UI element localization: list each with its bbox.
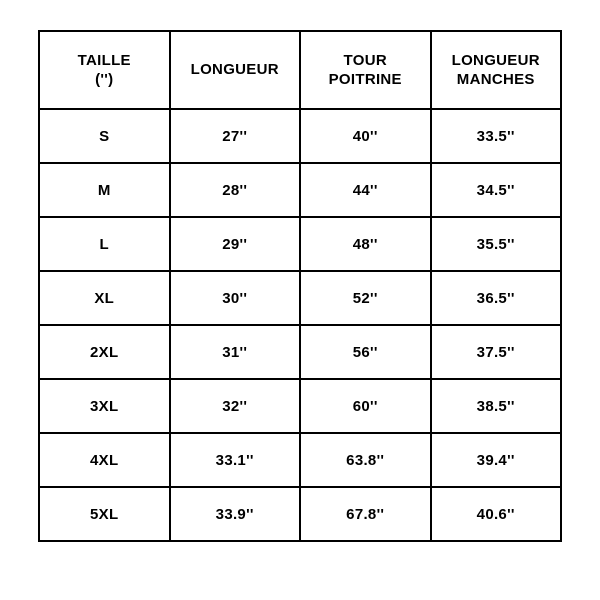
col-header-tour-poitrine: TOUR POITRINE bbox=[300, 31, 431, 109]
cell-longueur-manches: 33.5'' bbox=[431, 109, 562, 163]
cell-taille: 4XL bbox=[39, 433, 170, 487]
cell-longueur-manches: 36.5'' bbox=[431, 271, 562, 325]
cell-taille: M bbox=[39, 163, 170, 217]
cell-longueur-manches: 39.4'' bbox=[431, 433, 562, 487]
cell-longueur: 31'' bbox=[170, 325, 301, 379]
table-row: S 27'' 40'' 33.5'' bbox=[39, 109, 561, 163]
col-header-label: TOUR bbox=[344, 52, 387, 69]
cell-longueur-manches: 38.5'' bbox=[431, 379, 562, 433]
col-header-label: TAILLE bbox=[78, 52, 131, 69]
cell-tour-poitrine: 48'' bbox=[300, 217, 431, 271]
cell-taille: 5XL bbox=[39, 487, 170, 541]
table-header: TAILLE ('') LONGUEUR TOUR POITRINE LONGU… bbox=[39, 31, 561, 109]
cell-taille: 3XL bbox=[39, 379, 170, 433]
col-header-label-sub: MANCHES bbox=[457, 71, 535, 88]
cell-taille: XL bbox=[39, 271, 170, 325]
cell-tour-poitrine: 56'' bbox=[300, 325, 431, 379]
col-header-taille: TAILLE ('') bbox=[39, 31, 170, 109]
size-chart-table: TAILLE ('') LONGUEUR TOUR POITRINE LONGU… bbox=[38, 30, 562, 542]
cell-longueur: 30'' bbox=[170, 271, 301, 325]
cell-longueur: 33.9'' bbox=[170, 487, 301, 541]
table-row: XL 30'' 52'' 36.5'' bbox=[39, 271, 561, 325]
table-body: S 27'' 40'' 33.5'' M 28'' 44'' 34.5'' L … bbox=[39, 109, 561, 541]
cell-tour-poitrine: 52'' bbox=[300, 271, 431, 325]
col-header-label: LONGUEUR bbox=[191, 61, 279, 78]
cell-longueur: 32'' bbox=[170, 379, 301, 433]
cell-taille: 2XL bbox=[39, 325, 170, 379]
cell-tour-poitrine: 40'' bbox=[300, 109, 431, 163]
cell-longueur-manches: 35.5'' bbox=[431, 217, 562, 271]
table-row: L 29'' 48'' 35.5'' bbox=[39, 217, 561, 271]
cell-longueur-manches: 34.5'' bbox=[431, 163, 562, 217]
cell-longueur: 28'' bbox=[170, 163, 301, 217]
table-row: 3XL 32'' 60'' 38.5'' bbox=[39, 379, 561, 433]
col-header-longueur: LONGUEUR bbox=[170, 31, 301, 109]
cell-longueur: 29'' bbox=[170, 217, 301, 271]
cell-longueur: 27'' bbox=[170, 109, 301, 163]
col-header-label-sub: POITRINE bbox=[329, 71, 402, 88]
cell-tour-poitrine: 44'' bbox=[300, 163, 431, 217]
table-row: M 28'' 44'' 34.5'' bbox=[39, 163, 561, 217]
table-header-row: TAILLE ('') LONGUEUR TOUR POITRINE LONGU… bbox=[39, 31, 561, 109]
col-header-label-sub: ('') bbox=[95, 71, 113, 88]
cell-taille: L bbox=[39, 217, 170, 271]
table-row: 2XL 31'' 56'' 37.5'' bbox=[39, 325, 561, 379]
col-header-label: LONGUEUR bbox=[452, 52, 540, 69]
page-container: TAILLE ('') LONGUEUR TOUR POITRINE LONGU… bbox=[0, 0, 600, 600]
col-header-longueur-manches: LONGUEUR MANCHES bbox=[431, 31, 562, 109]
cell-tour-poitrine: 67.8'' bbox=[300, 487, 431, 541]
table-row: 4XL 33.1'' 63.8'' 39.4'' bbox=[39, 433, 561, 487]
cell-taille: S bbox=[39, 109, 170, 163]
table-row: 5XL 33.9'' 67.8'' 40.6'' bbox=[39, 487, 561, 541]
cell-longueur-manches: 40.6'' bbox=[431, 487, 562, 541]
cell-longueur-manches: 37.5'' bbox=[431, 325, 562, 379]
cell-tour-poitrine: 60'' bbox=[300, 379, 431, 433]
cell-tour-poitrine: 63.8'' bbox=[300, 433, 431, 487]
cell-longueur: 33.1'' bbox=[170, 433, 301, 487]
